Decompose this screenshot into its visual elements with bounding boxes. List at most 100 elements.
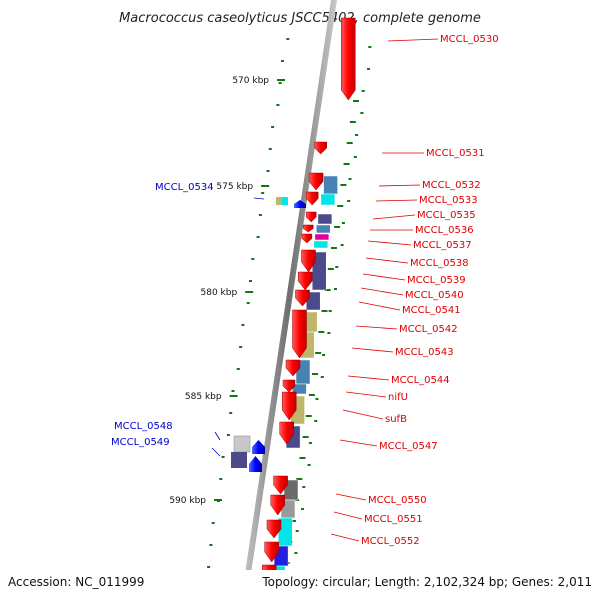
gene-label: MCCL_0530	[440, 34, 499, 45]
forward-gene-arrow	[285, 359, 301, 377]
minor-tick	[290, 520, 296, 522]
map-title: Macrococcus caseolyticus JSCC5402, compl…	[119, 11, 481, 26]
gc-dot	[295, 530, 299, 532]
gene-label: MCCL_0548	[114, 421, 173, 432]
forward-gene-arrow	[264, 541, 279, 563]
label-leader-line	[351, 347, 394, 353]
cog-block	[313, 240, 329, 249]
gene-label: nifU	[388, 392, 408, 403]
label-leader-line	[358, 301, 401, 311]
gc-dot	[278, 82, 282, 84]
forward-gene-arrow	[308, 172, 324, 191]
gc-dot	[301, 508, 304, 510]
forward-gene-arrow	[314, 141, 327, 155]
label-leader-line	[378, 184, 421, 187]
gc-dot	[361, 90, 365, 92]
gc-dot	[322, 354, 326, 356]
gc-dot	[294, 552, 298, 554]
forward-gene-arrow	[303, 224, 314, 233]
label-leader-line	[365, 257, 409, 264]
gc-dot	[327, 332, 331, 334]
cog-block	[233, 435, 251, 453]
gc-dot	[307, 464, 311, 466]
gene-label: MCCL_0535	[417, 210, 476, 221]
minor-tick	[318, 331, 325, 333]
forward-gene-arrow	[301, 249, 316, 273]
gc-dot	[340, 244, 344, 246]
gc-dot	[276, 104, 280, 106]
gc-dot	[251, 258, 255, 260]
label-leader-line	[367, 240, 412, 246]
gc-dot	[347, 200, 351, 202]
reverse-gene-arrow	[294, 200, 306, 208]
ruler-label: 570 kbp	[232, 76, 269, 86]
gc-dot	[256, 236, 260, 238]
gc-dot	[221, 456, 225, 458]
forward-gene-arrow	[305, 211, 317, 223]
cog-block	[316, 224, 331, 234]
ruler-tick	[245, 291, 254, 293]
gc-dot	[314, 420, 318, 422]
gene-label: MCCL_0544	[391, 375, 450, 386]
label-leader-line	[330, 533, 360, 542]
gene-labels: MCCL_0530 MCCL_0531 MCCL_0532 MCCL_0533 MCCL…	[111, 34, 499, 547]
gc-dot	[226, 434, 230, 436]
reverse-gene-arrow	[249, 456, 262, 472]
gc-dot	[368, 46, 372, 48]
gc-dot	[302, 486, 306, 488]
gc-dot	[367, 68, 370, 70]
gc-dot	[328, 310, 332, 312]
forward-gene-arrow	[273, 475, 288, 495]
position-ruler: 570 kbp 575 kbp 580 kbp 585 kbp 590 kbp	[169, 76, 359, 564]
gene-label: MCCL_0541	[402, 305, 461, 316]
label-leader-line	[342, 409, 384, 420]
gc-dot	[236, 368, 240, 370]
ruler-tick	[277, 79, 285, 81]
cog-block	[282, 197, 288, 205]
cog-block	[314, 233, 330, 241]
minor-tick	[315, 352, 322, 354]
gene-label: MCCL_0540	[405, 290, 464, 301]
gene-label: MCCL_0549	[111, 437, 170, 448]
gene-label: MCCL_0539	[407, 275, 466, 286]
gc-dot	[211, 522, 215, 524]
gc-dot	[315, 398, 319, 400]
minor-tick	[343, 163, 350, 165]
minor-tick	[340, 184, 347, 186]
minor-tick	[337, 205, 344, 207]
forward-gene-arrow	[305, 191, 319, 206]
topology-text: Topology: circular; Length: 2,102,324 bp…	[261, 575, 592, 589]
label-leader-line	[387, 38, 439, 42]
gc-dot	[320, 376, 324, 378]
gc-dot	[355, 134, 359, 136]
gene-label: MCCL_0542	[399, 324, 458, 335]
label-leader-line	[347, 375, 390, 381]
minor-tick	[321, 310, 328, 312]
label-leader-line	[372, 214, 416, 220]
minor-tick	[353, 100, 359, 102]
gc-dot	[231, 390, 235, 392]
gene-label: MCCL_0550	[368, 495, 427, 506]
label-leader-line	[211, 447, 221, 457]
forward-gene-arrow	[292, 309, 307, 359]
minor-tick	[308, 394, 315, 396]
forward-gene-arrow	[279, 421, 294, 445]
gc-dot	[271, 126, 275, 128]
ruler-tick	[261, 185, 270, 187]
gc-dot	[249, 280, 252, 282]
label-leader-line	[360, 287, 404, 296]
gc-dot	[239, 346, 243, 348]
gc-dot	[334, 288, 337, 290]
cog-block	[320, 193, 336, 206]
gene-label: sufB	[385, 414, 407, 425]
cog-block	[292, 383, 307, 395]
minor-tick	[346, 142, 353, 144]
gc-dot	[229, 412, 233, 414]
label-leader-line	[214, 431, 221, 441]
label-leader-line	[253, 197, 265, 200]
gc-dot	[209, 544, 213, 546]
label-leader-line	[333, 511, 363, 520]
cog-block	[323, 175, 338, 195]
label-leader-line	[345, 391, 387, 398]
